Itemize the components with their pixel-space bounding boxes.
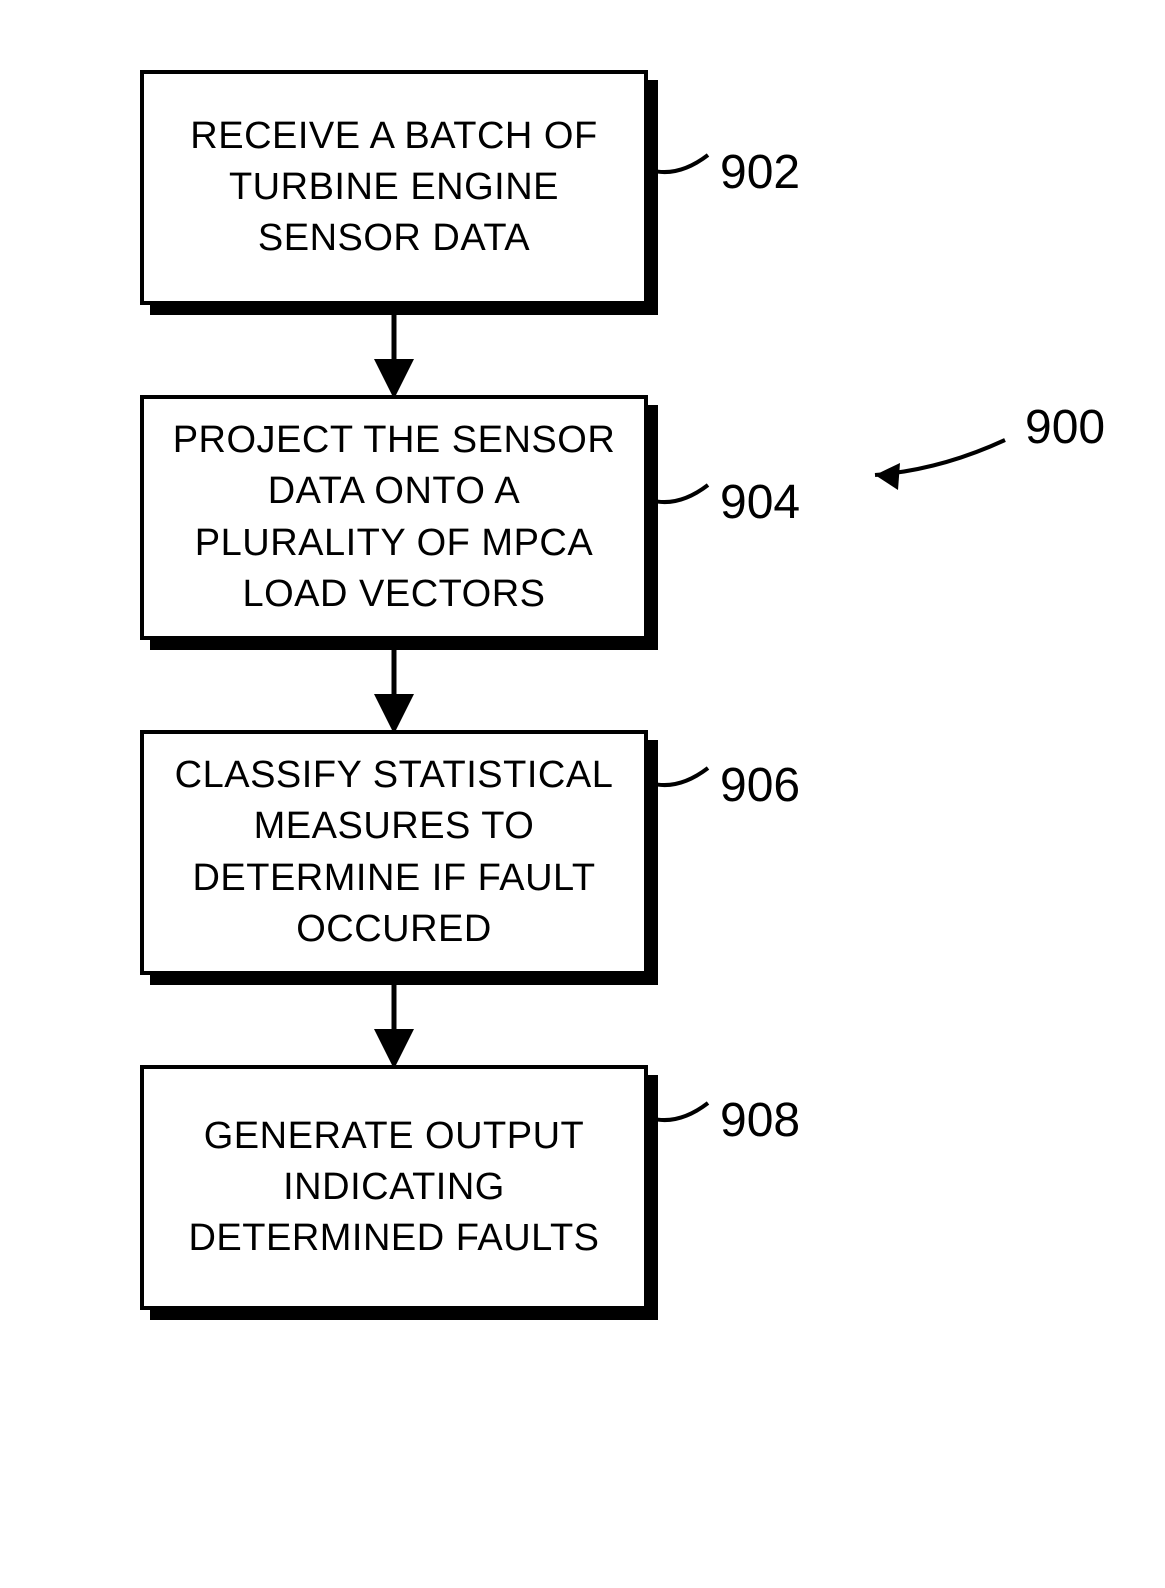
flow-node: PROJECT THE SENSOR DATA ONTO A PLURALITY… [140,395,648,640]
flow-box-text: PROJECT THE SENSOR DATA ONTO A PLURALITY… [164,415,624,620]
flow-box-text: CLASSIFY STATISTICAL MEASURES TO DETERMI… [164,750,624,955]
reference-label: 906 [720,758,800,813]
flow-node: RECEIVE A BATCH OF TURBINE ENGINE SENSOR… [140,70,648,305]
flow-node: GENERATE OUTPUT INDICATING DETERMINED FA… [140,1065,648,1310]
reference-label: 904 [720,475,800,530]
flow-box: PROJECT THE SENSOR DATA ONTO A PLURALITY… [140,395,648,640]
leader-tick [650,485,708,502]
leader-tick [650,1103,708,1120]
reference-arrow [875,440,1005,475]
flow-box-text: GENERATE OUTPUT INDICATING DETERMINED FA… [164,1111,624,1265]
reference-label: 908 [720,1093,800,1148]
flow-box: GENERATE OUTPUT INDICATING DETERMINED FA… [140,1065,648,1310]
reference-arrowhead [875,463,900,490]
flowchart-canvas: RECEIVE A BATCH OF TURBINE ENGINE SENSOR… [0,0,1165,1588]
flow-node: CLASSIFY STATISTICAL MEASURES TO DETERMI… [140,730,648,975]
reference-label-main: 900 [1025,400,1105,455]
flow-box: CLASSIFY STATISTICAL MEASURES TO DETERMI… [140,730,648,975]
reference-label: 902 [720,145,800,200]
flow-box: RECEIVE A BATCH OF TURBINE ENGINE SENSOR… [140,70,648,305]
flow-box-text: RECEIVE A BATCH OF TURBINE ENGINE SENSOR… [164,111,624,265]
leader-tick [650,768,708,785]
leader-tick [650,155,708,172]
